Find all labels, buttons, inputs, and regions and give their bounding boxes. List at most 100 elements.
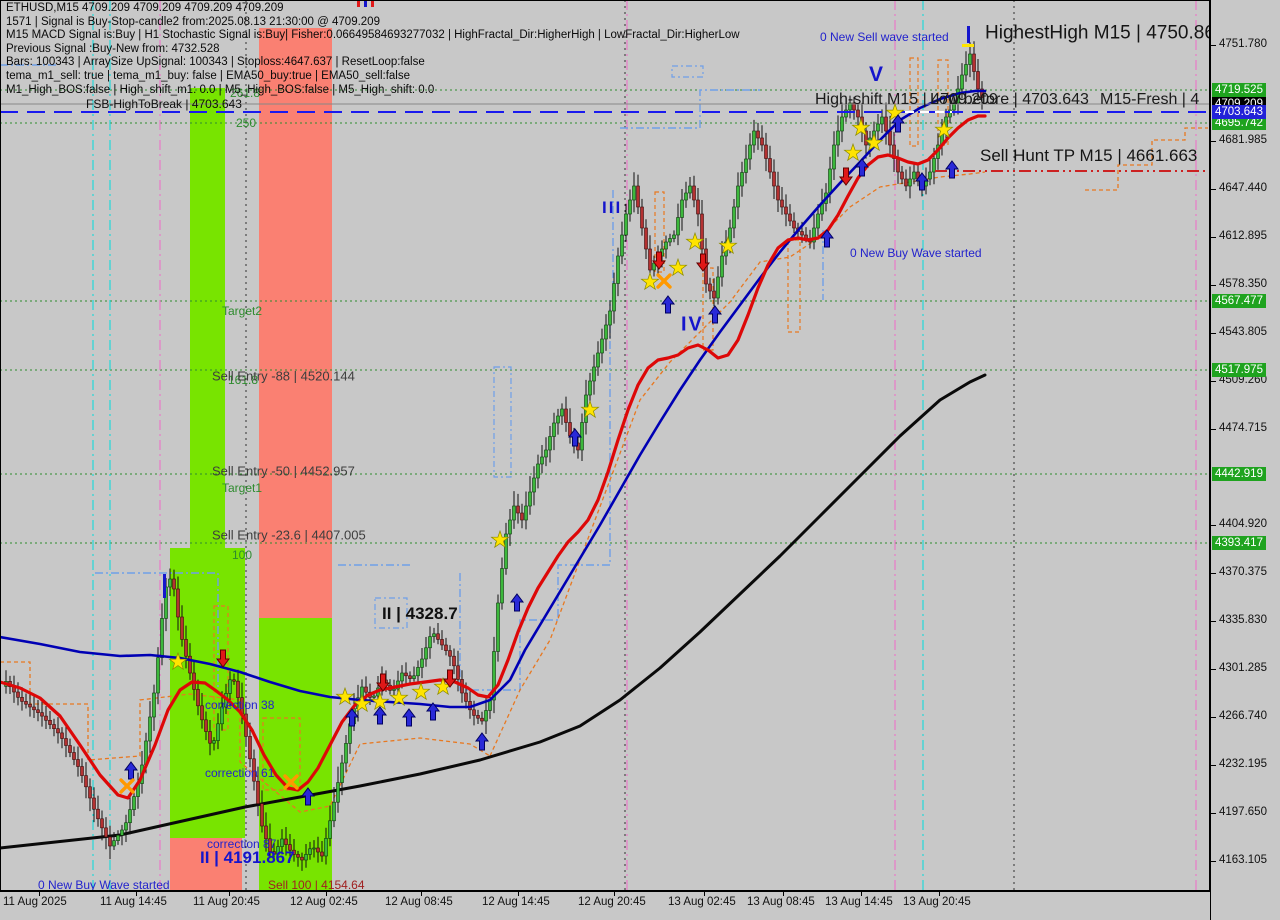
- wave-bar-marker: [967, 26, 970, 43]
- sell-arrow-icon: [376, 673, 390, 692]
- signal-star-icon: [640, 271, 660, 291]
- buy-arrow-icon: [820, 229, 834, 248]
- price-tick: [1211, 285, 1216, 286]
- price-tick-label: 4404.920: [1219, 518, 1267, 530]
- time-tick: [39, 892, 40, 896]
- wave-bar-marker: [163, 574, 166, 598]
- time-tick-label: 13 Aug 20:45: [903, 896, 971, 908]
- chart-annotation: II | 4328.7: [382, 604, 458, 623]
- buy-arrow-icon: [915, 172, 929, 191]
- chart-annotation: 0 New Buy Wave started: [38, 878, 170, 891]
- signal-star-icon: [335, 686, 355, 706]
- chart-annotation: M15-Fresh | 4: [1100, 91, 1199, 108]
- time-tick-label: 11 Aug 20:45: [193, 896, 260, 908]
- time-tick-label: 12 Aug 20:45: [578, 896, 646, 908]
- chart-annotation: FSB-HighToBreak | 4703.643: [86, 97, 242, 111]
- buy-arrow-icon: [301, 787, 315, 806]
- price-tick-label: 4509.260: [1219, 374, 1267, 386]
- signal-star-icon: [843, 142, 863, 162]
- chart-annotation: Sell 100 | 4154.64: [268, 878, 365, 891]
- time-tick-label: 11 Aug 14:45: [100, 896, 167, 908]
- buy-arrow-icon: [510, 593, 524, 612]
- price-level-badge: 4517.975: [1212, 363, 1266, 377]
- price-axis[interactable]: 4751.780 4681.985 4647.440 4612.895 4578.350…: [1210, 0, 1280, 920]
- sell-arrow-icon: [696, 253, 710, 272]
- time-tick: [136, 892, 137, 896]
- price-level-badge: 4442.919: [1212, 467, 1266, 481]
- buy-arrow-icon: [855, 158, 869, 177]
- buy-arrow-icon: [426, 702, 440, 721]
- time-tick: [861, 892, 862, 896]
- buy-arrow-icon: [891, 114, 905, 133]
- chart-annotation: 0 New Sell wave started: [820, 30, 949, 44]
- time-tick: [939, 892, 940, 896]
- chart-annotation: correction 87: [207, 837, 277, 851]
- chart-annotation: 100: [232, 548, 252, 562]
- chart-annotation: 161.8: [228, 373, 258, 387]
- chart-annotation: 250: [236, 116, 256, 130]
- time-tick: [704, 892, 705, 896]
- chart-annotation: Sell Entry -23.6 | 4407.005: [212, 528, 366, 543]
- price-tick-label: 4301.285: [1219, 662, 1267, 674]
- time-tick: [229, 892, 230, 896]
- time-tick: [421, 892, 422, 896]
- signal-star-icon: [370, 691, 390, 711]
- time-tick-label: 12 Aug 14:45: [482, 896, 550, 908]
- signal-star-icon: [864, 132, 884, 152]
- price-tick-label: 4681.985: [1219, 134, 1267, 146]
- x-mark-icon: [656, 273, 672, 289]
- salmon-zone-band: [170, 838, 242, 891]
- signal-star-icon: [352, 693, 372, 713]
- time-tick: [518, 892, 519, 896]
- chart-annotation: 0 New Buy Wave started: [850, 246, 982, 260]
- price-tick-label: 4335.830: [1219, 614, 1267, 626]
- buy-arrow-icon: [661, 295, 675, 314]
- chart-annotation: Sell Hunt TP M15 | 4661.663: [980, 146, 1197, 165]
- price-level-badge: 4393.417: [1212, 536, 1266, 550]
- signal-star-icon: [685, 231, 705, 251]
- price-tick: [1211, 333, 1216, 334]
- sell-arrow-icon: [216, 649, 230, 668]
- x-mark-icon: [283, 774, 299, 790]
- signal-star-icon: [851, 117, 871, 137]
- buy-arrow-icon: [373, 706, 387, 725]
- price-tick-label: 4751.780: [1219, 38, 1267, 50]
- price-tick: [1211, 765, 1216, 766]
- signal-star-icon: [718, 235, 738, 255]
- price-tick: [1211, 573, 1216, 574]
- price-tick-label: 4543.805: [1219, 326, 1267, 338]
- chart-annotation: Sell Entry -88 | 4520.144: [212, 369, 355, 384]
- time-tick: [783, 892, 784, 896]
- time-tick-label: 13 Aug 08:45: [747, 896, 815, 908]
- chart-annotation: correction 61: [205, 766, 275, 780]
- price-level-badge: 4703.643: [1212, 105, 1266, 119]
- time-axis[interactable]: 11 Aug 2025 11 Aug 14:45 11 Aug 20:45 12 Au…: [0, 891, 1210, 920]
- time-tick: [326, 892, 327, 896]
- signal-star-icon: [934, 119, 954, 139]
- price-level-badge: 4567.477: [1212, 294, 1266, 308]
- price-tick: [1211, 717, 1216, 718]
- chart-annotation: Target2: [222, 304, 262, 318]
- time-tick-label: 13 Aug 14:45: [825, 896, 893, 908]
- signal-star-icon: [389, 687, 409, 707]
- buy-arrow-icon: [708, 305, 722, 324]
- signal-star-icon: [490, 529, 510, 549]
- price-tick: [1211, 237, 1216, 238]
- chart-annotation: III: [602, 198, 622, 217]
- chart-annotation: IV: [681, 313, 704, 335]
- price-tick: [1211, 621, 1216, 622]
- signal-star-icon: [168, 651, 188, 671]
- price-tick: [1211, 189, 1216, 190]
- price-tick: [1211, 141, 1216, 142]
- price-tick: [1211, 669, 1216, 670]
- buy-arrow-icon: [402, 708, 416, 727]
- price-tick: [1211, 429, 1216, 430]
- price-tick-label: 4474.715: [1219, 422, 1267, 434]
- green-zone-band: [170, 548, 245, 838]
- price-tick-label: 4163.105: [1219, 854, 1267, 866]
- price-tick: [1211, 813, 1216, 814]
- sell-arrow-icon: [839, 167, 853, 186]
